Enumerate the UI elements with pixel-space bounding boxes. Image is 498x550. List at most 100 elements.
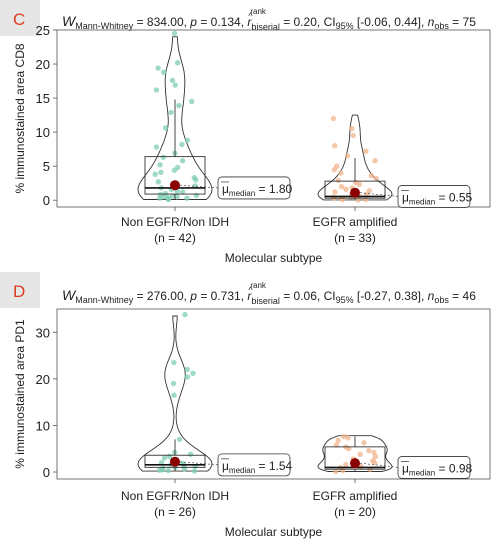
data-point [170, 380, 177, 387]
data-point [362, 196, 369, 203]
stat-r-sup: rank [250, 7, 267, 16]
x-tick-n-label: (n = 20) [334, 505, 376, 519]
x-tick-label: Non EGFR/Non IDH [121, 489, 229, 503]
data-point [184, 195, 190, 201]
data-point [171, 167, 178, 173]
data-point [157, 195, 163, 201]
violin-outline [137, 36, 213, 200]
median-label-box [217, 176, 291, 200]
data-point [341, 433, 347, 440]
data-point [344, 153, 351, 159]
data-point [184, 374, 190, 380]
x-tick-n-label: (n = 33) [334, 231, 376, 245]
data-point [345, 435, 351, 441]
data-point [357, 451, 363, 457]
data-point [363, 148, 369, 154]
data-point [179, 158, 186, 164]
data-point [155, 65, 161, 71]
data-point [162, 125, 169, 131]
data-point [346, 446, 352, 452]
data-point [158, 169, 164, 175]
panel-label-tab [0, 272, 40, 308]
median-label-value: = 1.80 [255, 182, 292, 196]
stat-w-label: W [62, 13, 77, 29]
data-point [356, 181, 362, 188]
y-axis-label: % immunostained area CD8 [13, 43, 27, 193]
stat-r-label: r [247, 15, 252, 29]
panel-label-tab [0, 0, 40, 36]
stat-r-sub: biserial [251, 22, 280, 32]
data-point [331, 166, 338, 173]
y-tick-label: 30 [36, 325, 50, 340]
data-point [174, 194, 180, 200]
data-point [168, 109, 174, 116]
median-label-box [397, 185, 471, 208]
y-tick-label: 0 [43, 465, 50, 480]
data-point [372, 158, 378, 164]
data-point [366, 188, 372, 194]
panel-label: C [13, 10, 25, 29]
stat-n-label: n [428, 15, 435, 29]
median-label-value: = 0.55 [435, 190, 472, 204]
data-point [187, 451, 194, 457]
x-tick-n-label: (n = 42) [154, 231, 196, 245]
stat-w-sub: Mann-Whitney [75, 295, 134, 305]
data-point [153, 87, 160, 93]
iqr-box [144, 156, 206, 195]
median-label-mu: μ [222, 459, 229, 473]
median-label-mu: μ [402, 190, 409, 204]
data-point [169, 193, 176, 199]
stats-subtitle: WMann-Whitney = 276.00, p = 0.731, rbise… [62, 287, 476, 306]
data-point [189, 98, 195, 105]
data-point [190, 370, 196, 376]
data-point [371, 460, 378, 466]
median-label-value: = 1.54 [255, 459, 292, 473]
median-label-mu: μ [222, 182, 229, 196]
y-tick-label: 15 [36, 91, 50, 106]
data-point [184, 137, 191, 143]
stat-ci-label: CI [324, 289, 336, 303]
stat-r-sub: biserial [251, 296, 280, 306]
data-point [332, 189, 338, 195]
data-point [333, 442, 340, 448]
data-point [373, 175, 379, 182]
stat-ci-sub: 95% [336, 295, 354, 305]
data-point [171, 359, 177, 366]
iqr-box [144, 454, 206, 468]
y-tick-label: 10 [36, 125, 50, 140]
data-point [161, 455, 168, 461]
stat-n-label: n [428, 289, 435, 303]
y-axis-label: % immunostained area PD1 [13, 319, 27, 469]
x-axis-label: Molecular subtype [225, 525, 323, 539]
data-point [175, 60, 181, 66]
stat-r-value: = 0.20, [280, 15, 324, 29]
x-axis-label: Molecular subtype [225, 251, 323, 265]
data-point [176, 436, 183, 443]
data-point [184, 366, 190, 373]
x-tick-n-label: (n = 26) [154, 505, 196, 519]
data-point [335, 437, 341, 443]
stat-n-sub: obs [434, 295, 449, 305]
data-point [333, 468, 339, 475]
data-point [371, 449, 377, 456]
median-label-sub: median [229, 466, 255, 475]
data-point [368, 173, 374, 179]
mean-point [350, 187, 360, 198]
data-point [171, 30, 178, 37]
x-tick-label: Non EGFR/Non IDH [121, 215, 229, 229]
data-point [165, 467, 172, 474]
mean-point [170, 180, 180, 191]
stats-subtitle: WMann-Whitney = 834.00, p = 0.134, rbise… [62, 13, 476, 32]
median-label-sub: median [409, 468, 435, 477]
data-point [330, 115, 337, 122]
data-point [171, 392, 177, 398]
data-point [152, 171, 158, 177]
stat-r-sup: rank [250, 281, 267, 290]
stat-n-value: = 46 [449, 289, 476, 303]
violin-outline [137, 315, 213, 472]
data-point [332, 143, 338, 149]
stat-p-value: = 0.731, [197, 289, 247, 303]
data-point [155, 179, 161, 185]
median-label: μmedian = 0.98 [402, 461, 473, 477]
